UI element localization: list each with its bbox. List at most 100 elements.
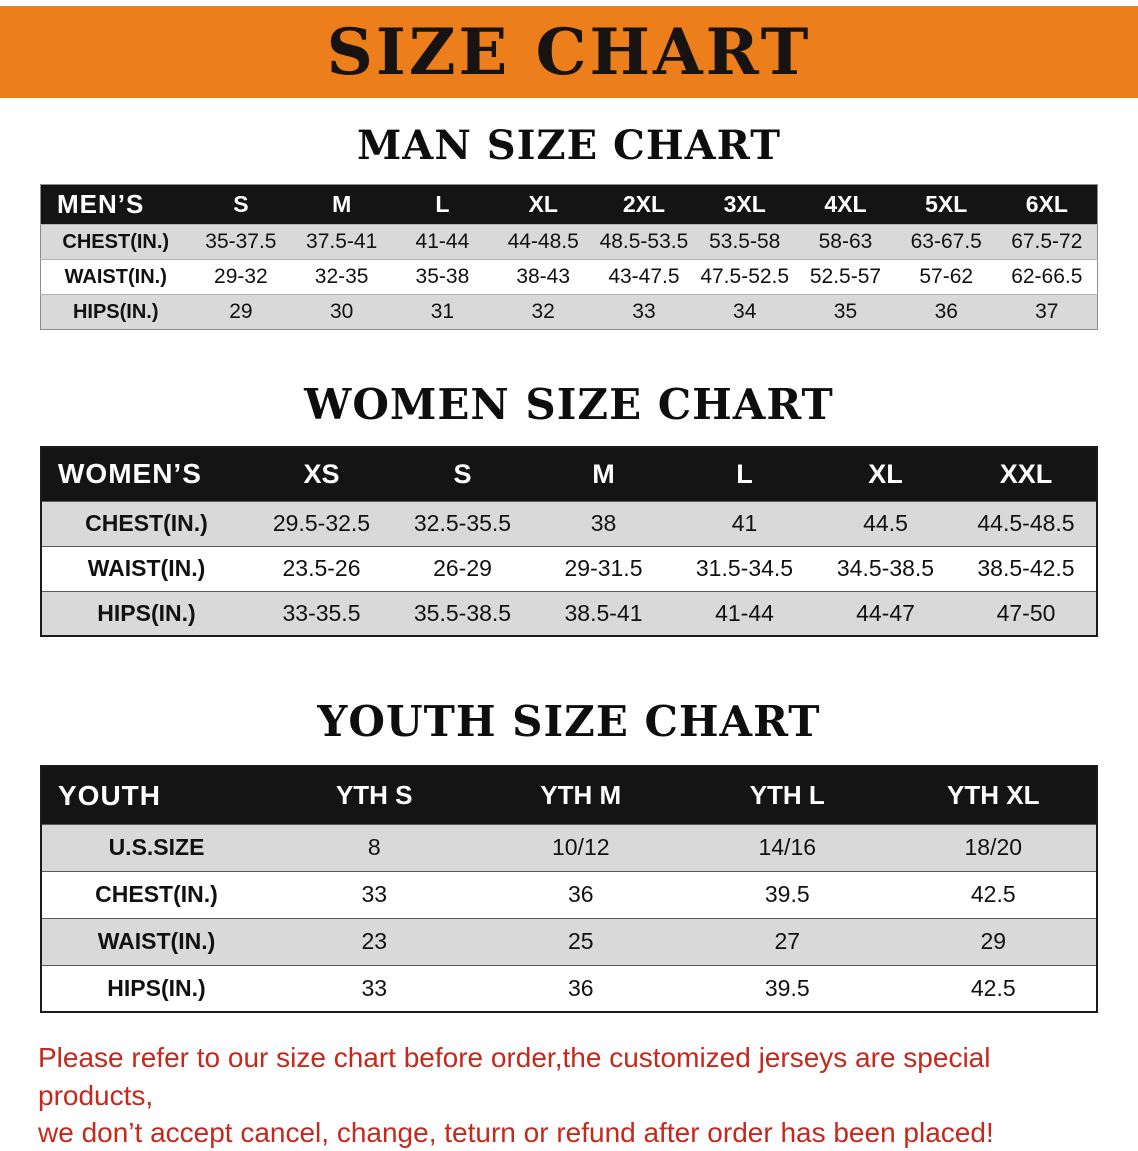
size-value: 29.5-32.5 [272,510,371,537]
size-column-header: L [435,191,450,217]
size-value: 41 [731,510,758,537]
size-value: 38-43 [516,265,571,288]
table-row: CHEST(IN.) 35-37.5 37.5-41 41-44 44-48.5 48.5… [40,224,1098,260]
size-value: 35-38 [415,265,470,288]
size-value: 23.5-26 [282,555,361,582]
disclaimer-line-2: we don’t accept cancel, change, teturn o… [38,1116,994,1148]
men-size-table: MEN’S S M L XL 2XL 3XL 4XL 5XL 6XL CHEST(IN.) 35-37… [40,184,1098,330]
women-size-table: WOMEN’S XS S M L XL XXL CHEST(IN.) 29.5-32.5 32.5… [40,446,1098,638]
size-value: 32 [531,300,555,323]
size-value: 32-35 [314,265,369,288]
size-value: 29 [980,928,1007,955]
size-value: 42.5 [970,881,1016,908]
women-size-table-host: WOMEN’S XS S M L XL XXL CHEST(IN.) 29.5-32.5 32.5… [0,446,1138,638]
row-label: CHEST(IN.) [62,230,170,253]
man-size-chart-heading: MAN SIZE CHART [357,122,781,169]
row-label: HIPS(IN.) [72,300,159,323]
size-value: 29-32 [214,265,268,288]
size-value: 33-35.5 [282,599,361,626]
size-column-header: L [736,458,753,489]
size-value: 35 [833,300,858,323]
size-value: 42.5 [970,975,1016,1002]
size-value: 36 [567,975,594,1002]
disclaimer: Please refer to our size chart before or… [38,1039,1100,1151]
size-value: 35.5-38.5 [413,599,512,626]
size-value: 53.5-58 [709,230,781,253]
size-value: 52.5-57 [809,265,882,288]
size-value: 38 [590,510,617,537]
size-value: 36 [567,881,594,908]
size-value: 44.5 [863,510,908,537]
table-row: U.S.SIZE 8 10/12 14/16 18/20 [41,824,1097,872]
size-value: 34 [733,300,757,323]
size-value: 14/16 [758,834,817,861]
man-size-chart-section: MAN SIZE CHART MEN’S S M L XL 2XL 3XL 4XL 5XL 6XL… [0,124,1138,330]
size-value: 36 [934,300,958,323]
size-value: 62-66.5 [1011,265,1083,288]
youth-table-header-row: YOUTH YTH S YTH M YTH L YTH XL [41,766,1097,825]
size-value: 31 [430,300,455,323]
size-value: 44-47 [856,599,915,626]
disclaimer-line-1: Please refer to our size chart before or… [38,1042,991,1111]
size-value: 33 [632,300,656,323]
table-row: CHEST(IN.) 33 36 39.5 42.5 [41,871,1097,919]
size-value: 37 [1035,300,1059,323]
size-value: 30 [329,300,354,323]
youth-table-corner-label: YOUTH [58,779,161,811]
size-value: 8 [367,834,381,861]
size-value: 33 [361,975,388,1002]
row-label: WAIST(IN.) [64,265,167,288]
size-column-header: YTH L [749,780,825,811]
size-value: 67.5-72 [1011,230,1083,253]
size-column-header: S [233,191,249,217]
size-column-header: YTH M [540,780,622,811]
size-value: 63-67.5 [910,230,982,253]
size-column-header: XL [528,191,558,217]
size-value: 34.5-38.5 [836,555,935,582]
size-value: 38.5-42.5 [977,555,1075,582]
size-column-header: M [592,458,615,489]
size-value: 27 [774,928,801,955]
size-column-header: 2XL [622,191,666,217]
table-row: HIPS(IN.) 33-35.5 35.5-38.5 38.5-41 41-44 44-… [41,591,1097,637]
size-value: 23 [361,928,388,955]
table-row: WAIST(IN.) 29-32 32-35 35-38 38-43 43-47.5 47.… [40,259,1098,295]
size-value: 37.5-41 [306,230,378,253]
youth-size-table: YOUTH YTH S YTH M YTH L YTH XL U.S.SIZE 8 10/12… [40,765,1098,1014]
size-value: 41-44 [415,230,470,253]
size-value: 29 [229,300,253,323]
size-value: 41-44 [715,599,774,626]
size-value: 38.5-41 [564,599,643,626]
size-value: 58-63 [818,230,873,253]
size-column-header: YTH S [335,780,413,811]
women-table-corner-label: WOMEN’S [58,458,202,490]
size-column-header: 4XL [824,191,867,217]
size-value: 33 [361,881,388,908]
size-column-header: XL [868,458,903,489]
men-table-header-row: MEN’S S M L XL 2XL 3XL 4XL 5XL 6XL [40,184,1098,225]
size-value: 39.5 [764,975,810,1002]
size-value: 48.5-53.5 [599,230,689,253]
size-value: 57-62 [919,265,974,288]
row-label: CHEST(IN.) [85,510,208,537]
size-value: 32.5-35.5 [413,510,512,537]
row-label: WAIST(IN.) [97,928,216,955]
table-row: HIPS(IN.) 33 36 39.5 42.5 [41,965,1097,1013]
row-label: HIPS(IN.) [97,599,196,626]
banner: SIZE CHART [0,6,1138,98]
women-table-header-row: WOMEN’S XS S M L XL XXL [41,447,1097,502]
size-column-header: 6XL [1025,191,1068,217]
row-label: U.S.SIZE [108,834,205,861]
size-value: 43-47.5 [608,265,680,288]
women-size-chart-heading: WOMEN SIZE CHART [304,380,834,429]
size-value: 44-48.5 [507,230,579,253]
size-value: 35-37.5 [205,230,277,253]
table-row: CHEST(IN.) 29.5-32.5 32.5-35.5 38 41 44.5 44.5… [41,501,1097,547]
size-value: 26-29 [433,555,492,582]
men-table-corner-label: MEN’S [57,189,145,219]
size-value: 47-50 [996,599,1056,626]
size-value: 18/20 [964,834,1023,861]
size-value: 39.5 [764,881,810,908]
page-title: SIZE CHART [326,14,812,90]
youth-size-chart-heading: YOUTH SIZE CHART [317,697,821,747]
